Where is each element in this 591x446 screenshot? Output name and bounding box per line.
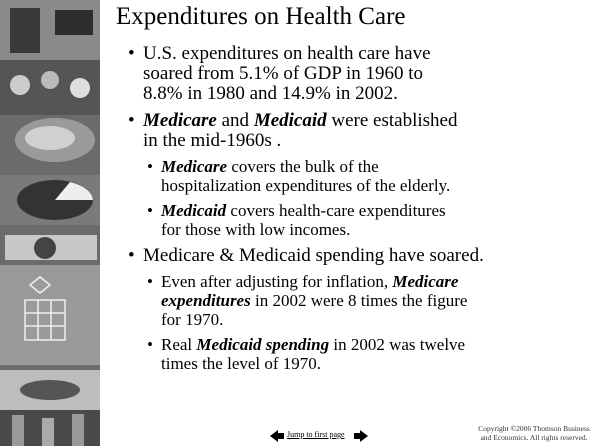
bullet: • Medicare and Medicaid were established i… bbox=[0, 111, 591, 151]
bullet-dot: • bbox=[128, 110, 135, 131]
text-run: in 2002 were 8 times the figure bbox=[250, 291, 468, 310]
bullet-dot: • bbox=[128, 245, 135, 266]
copyright: Copyright ©2006 Thomson Business and Eco… bbox=[478, 424, 590, 442]
text-run: soared from 5.1% of GDP in 1960 to bbox=[143, 63, 424, 84]
text-run: in the mid-1960s . bbox=[143, 130, 282, 151]
text-run: expenditures bbox=[161, 291, 251, 310]
text-run: 8.8% in 1980 and 14.9% in 2002. bbox=[143, 83, 398, 104]
bullet-dot: • bbox=[147, 157, 153, 176]
text-run: Medicare bbox=[161, 157, 228, 176]
bullet-dot: • bbox=[147, 272, 153, 291]
next-arrow bbox=[354, 430, 368, 442]
bullet: • Medicare & Medicaid spending have soare… bbox=[0, 246, 591, 266]
text-run: Medicaid bbox=[253, 110, 327, 131]
jump-link[interactable]: Jump to first page bbox=[287, 430, 345, 439]
text-run: hospitalization expenditures of the elde… bbox=[161, 176, 451, 195]
bullet-dot: • bbox=[128, 43, 135, 64]
text-run: Medicare bbox=[392, 272, 459, 291]
bullet-dot: • bbox=[147, 335, 153, 354]
text-run: covers the bulk of the bbox=[227, 157, 379, 176]
bullet: • Even after adjusting for inflation, Med… bbox=[0, 272, 591, 329]
text-run: times the level of 1970. bbox=[161, 354, 322, 373]
text-run: U.S. expenditures on health care have bbox=[143, 43, 431, 64]
text-run: and bbox=[216, 110, 254, 131]
prev-arrow bbox=[270, 430, 284, 442]
bullet: • Medicare covers the bulk of the hospital… bbox=[0, 157, 591, 195]
bullet: • U.S. expenditures on health care have so… bbox=[0, 44, 591, 104]
text-run: Medicaid spending bbox=[196, 335, 330, 354]
bullet: • Medicaid covers health-care expenditure… bbox=[0, 201, 591, 239]
image-strip bbox=[0, 0, 103, 446]
text-run: Real bbox=[161, 335, 197, 354]
text-run: Medicare & Medicaid spending have soared… bbox=[143, 245, 484, 266]
bullet-list: • U.S. expenditures on health care have so… bbox=[0, 37, 591, 374]
bullet: • Real Medicaid spending in 2002 was twel… bbox=[0, 335, 591, 373]
bullet-dot: • bbox=[147, 201, 153, 220]
text-run: covers health-care expenditures bbox=[226, 201, 446, 220]
text-run: Medicaid bbox=[161, 201, 227, 220]
text-run: were established bbox=[326, 110, 458, 131]
text-run: in 2002 was twelve bbox=[329, 335, 466, 354]
text-run: for those with low incomes. bbox=[161, 220, 351, 239]
text-run: for 1970. bbox=[161, 310, 224, 329]
text-run: Medicare bbox=[143, 110, 217, 131]
text-run: Even after adjusting for inflation, bbox=[161, 272, 393, 291]
slide-title: Expenditures on Health Care bbox=[116, 3, 406, 30]
